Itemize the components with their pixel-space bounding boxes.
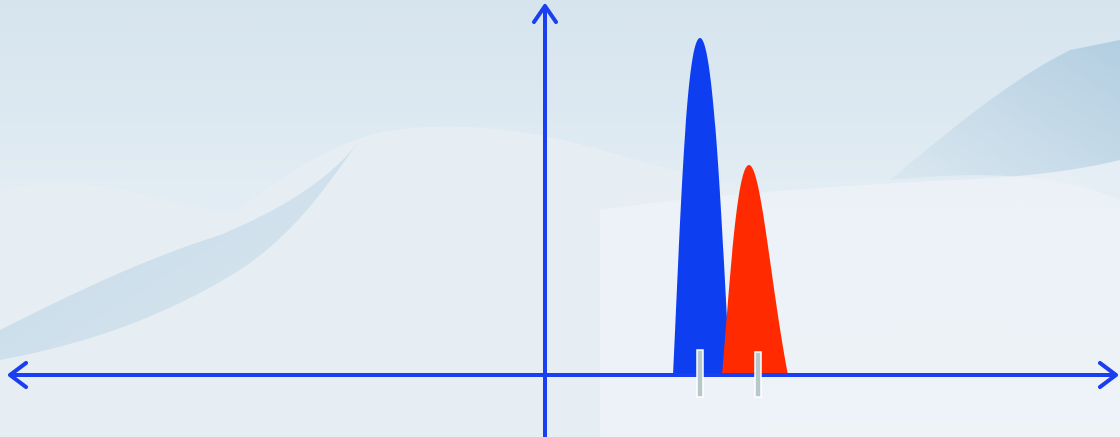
marker <box>755 352 761 397</box>
marker <box>697 350 703 397</box>
diagram <box>0 0 1120 437</box>
page: (() => { const data = JSON.parse(documen… <box>0 0 1120 437</box>
